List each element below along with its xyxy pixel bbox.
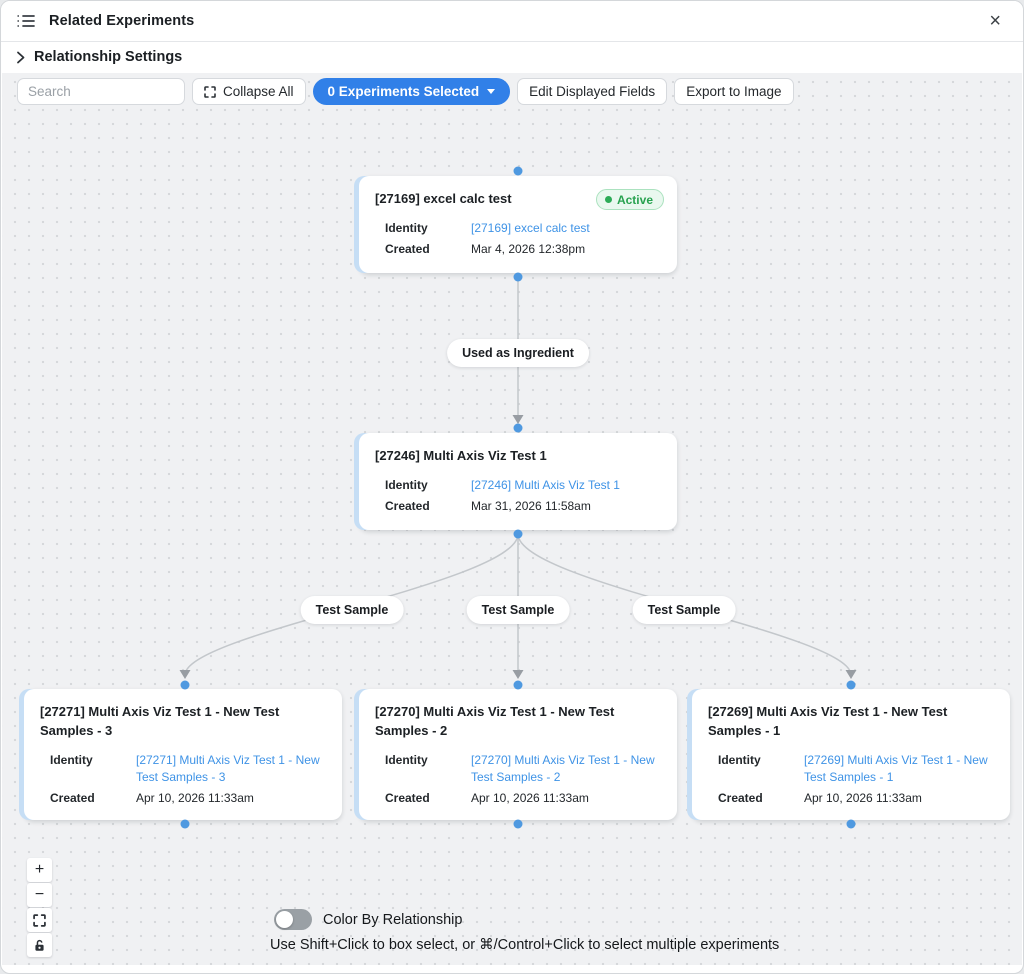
created-value: Mar 31, 2026 11:58am [471,498,591,513]
arrowhead-icon [845,670,857,679]
node-title: [27270] Multi Axis Viz Test 1 - New Test… [375,704,615,738]
identity-link[interactable]: [27169] excel calc test [471,220,590,235]
identity-label: Identity [385,220,428,235]
unlock-icon [35,939,44,951]
zoom-in-button[interactable]: + [27,858,52,882]
created-value: Apr 10, 2026 11:33am [471,790,589,805]
node-handle [513,529,523,539]
edge-label-used-as-ingredient: Used as Ingredient [447,339,589,367]
edge-label-test-sample: Test Sample [300,596,404,624]
arrowhead-icon [512,670,524,679]
node-handle [846,680,856,690]
collapse-all-label: Collapse All [223,84,294,99]
fit-view-icon [33,913,46,927]
list-icon[interactable] [17,14,35,28]
node-title: [27246] Multi Axis Viz Test 1 [375,448,547,463]
relationship-settings-row[interactable]: Relationship Settings [1,42,1023,72]
node-handle [180,680,190,690]
node-fields: Identity [27270] Multi Axis Viz Test 1 -… [375,752,661,807]
identity-label: Identity [718,752,761,767]
status-label: Active [616,192,653,207]
selection-hint-text: Use Shift+Click to box select, or ⌘/Cont… [270,937,780,953]
node-handle [513,272,523,282]
node-fields: Identity [27271] Multi Axis Viz Test 1 -… [40,752,326,807]
chevron-down-icon [487,89,496,94]
identity-label: Identity [385,752,428,767]
created-label: Created [50,790,95,805]
status-badge: Active [595,189,664,210]
created-value: Mar 4, 2026 12:38pm [471,241,586,256]
toggle-knob [276,911,293,928]
node-title: [27271] Multi Axis Viz Test 1 - New Test… [40,704,280,738]
created-label: Created [718,790,763,805]
edge-label-test-sample: Test Sample [632,596,736,624]
node-handle [513,819,523,829]
node-handle [513,680,523,690]
close-button[interactable]: × [983,9,1007,33]
experiments-selected-dropdown[interactable]: 0 Experiments Selected [312,78,511,105]
edge-label-test-sample: Test Sample [466,596,570,624]
map-controls: + − [27,858,52,957]
experiment-node-27246[interactable]: [27246] Multi Axis Viz Test 1 Identity [… [359,433,677,530]
collapse-all-button[interactable]: Collapse All [192,78,306,105]
collapse-icon [204,85,216,98]
arrowhead-icon [179,670,191,679]
color-by-relationship-label: Color By Relationship [323,911,463,928]
node-handle [846,819,856,829]
graph-toolbar: Collapse All 0 Experiments Selected Edit… [17,78,794,105]
export-to-image-button[interactable]: Export to Image [674,78,794,105]
experiment-node-27269[interactable]: [27269] Multi Axis Viz Test 1 - New Test… [692,689,1010,820]
experiment-node-27270[interactable]: [27270] Multi Axis Viz Test 1 - New Test… [359,689,677,820]
graph-footer: Color By Relationship Use Shift+Click to… [270,909,779,953]
node-fields: Identity [27269] Multi Axis Viz Test 1 -… [708,752,994,807]
node-fields: Identity [27169] excel calc test Created… [375,220,661,258]
experiment-node-27169[interactable]: [27169] excel calc test Active Identity … [359,176,677,273]
identity-label: Identity [385,477,428,492]
created-label: Created [385,790,430,805]
node-title: [27169] excel calc test [375,191,512,206]
created-label: Created [385,241,430,256]
node-handle [180,819,190,829]
experiments-selected-label: 0 Experiments Selected [327,84,480,99]
zoom-out-button[interactable]: − [27,883,52,907]
identity-label: Identity [50,752,93,767]
chevron-right-icon [16,51,25,64]
fit-view-button[interactable] [27,908,52,932]
identity-link[interactable]: [27270] Multi Axis Viz Test 1 - New Test… [471,752,655,784]
identity-link[interactable]: [27271] Multi Axis Viz Test 1 - New Test… [136,752,320,784]
modal-header: Related Experiments × [1,1,1023,42]
relationship-settings-label: Relationship Settings [34,49,183,65]
node-fields: Identity [27246] Multi Axis Viz Test 1 C… [375,477,661,515]
color-by-relationship-toggle[interactable] [274,909,312,930]
node-title: [27269] Multi Axis Viz Test 1 - New Test… [708,704,948,738]
arrowhead-icon [512,415,524,424]
identity-link[interactable]: [27246] Multi Axis Viz Test 1 [471,477,620,492]
node-handle [513,423,523,433]
created-value: Apr 10, 2026 11:33am [804,790,922,805]
graph-canvas[interactable]: Collapse All 0 Experiments Selected Edit… [2,73,1022,965]
page-title: Related Experiments [49,13,195,29]
created-value: Apr 10, 2026 11:33am [136,790,254,805]
created-label: Created [385,498,430,513]
lock-button[interactable] [27,933,52,957]
experiment-node-27271[interactable]: [27271] Multi Axis Viz Test 1 - New Test… [24,689,342,820]
node-handle [513,166,523,176]
status-dot-icon [604,196,612,203]
search-input[interactable] [17,78,185,105]
edit-displayed-fields-label: Edit Displayed Fields [529,84,656,99]
export-to-image-label: Export to Image [686,84,782,99]
edit-displayed-fields-button[interactable]: Edit Displayed Fields [517,78,668,105]
identity-link[interactable]: [27269] Multi Axis Viz Test 1 - New Test… [804,752,988,784]
